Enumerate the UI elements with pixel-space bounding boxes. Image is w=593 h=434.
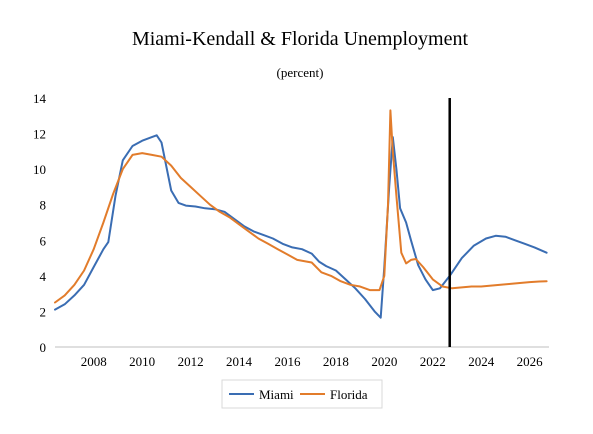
- x-tick-label: 2024: [468, 354, 495, 369]
- y-tick-label: 2: [40, 304, 47, 319]
- y-tick-label: 8: [40, 198, 47, 213]
- y-tick-label: 0: [40, 340, 47, 355]
- x-tick-label: 2016: [274, 354, 301, 369]
- y-tick-label: 12: [33, 127, 46, 142]
- series-line-florida: [54, 109, 548, 304]
- x-tick-label: 2012: [178, 354, 204, 369]
- legend-label-miami: Miami: [259, 387, 294, 402]
- x-tick-label: 2014: [226, 354, 253, 369]
- y-tick-label: 6: [40, 233, 47, 248]
- legend-label-florida: Florida: [330, 387, 368, 402]
- x-tick-label: 2022: [420, 354, 446, 369]
- x-tick-label: 2018: [323, 354, 349, 369]
- series-line-miami: [54, 134, 548, 319]
- x-tick-label: 2026: [517, 354, 544, 369]
- y-tick-label: 4: [40, 269, 47, 284]
- plot-lines: [54, 109, 548, 319]
- y-tick-label: 14: [33, 91, 47, 106]
- legend: Miami Florida: [221, 379, 383, 409]
- x-tick-label: 2010: [129, 354, 155, 369]
- chart-title: Miami-Kendall & Florida Unemployment: [132, 28, 468, 50]
- x-tick-label: 2020: [371, 354, 397, 369]
- x-axis: 2008 2010 2012 2014 2016 2018 2020 2022 2024 2026: [55, 346, 549, 369]
- chart-subtitle: (percent): [277, 65, 324, 80]
- y-tick-label: 10: [33, 162, 46, 177]
- x-tick-label: 2008: [81, 354, 107, 369]
- y-axis: 0 2 4 6 8 10 12 14: [33, 91, 47, 355]
